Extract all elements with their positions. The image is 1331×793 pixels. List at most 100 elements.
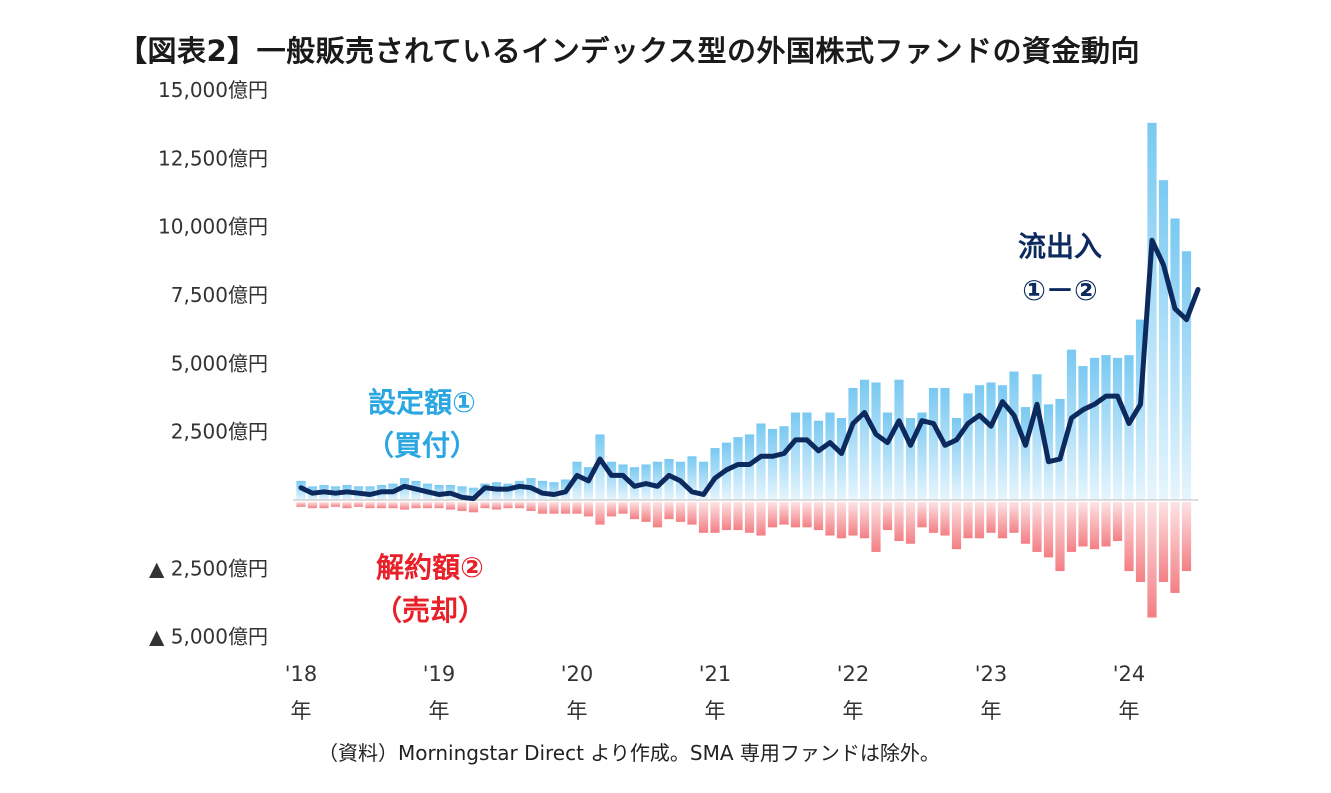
subscription-bar bbox=[779, 426, 789, 500]
redemption-bar bbox=[871, 502, 881, 552]
redemption-bar bbox=[296, 502, 306, 507]
subscription-bar bbox=[871, 382, 881, 500]
x-tick-unit: 年 bbox=[981, 699, 1002, 723]
subscription-bar bbox=[1055, 398, 1065, 500]
redemption-sublabel: （売却） bbox=[374, 594, 486, 627]
redemption-bar bbox=[583, 502, 594, 517]
redemption-bar bbox=[399, 502, 410, 510]
source-note: （資料）Morningstar Direct より作成。SMA 専用ファンドは除… bbox=[318, 741, 940, 765]
subscription-label: 設定額① bbox=[368, 386, 476, 419]
redemption-bar bbox=[376, 502, 387, 509]
redemption-bar bbox=[1009, 502, 1019, 533]
redemption-bar bbox=[767, 502, 778, 528]
redemption-bar bbox=[480, 502, 490, 509]
y-tick-label: 15,000億円 bbox=[158, 78, 268, 102]
subscription-bar bbox=[825, 412, 835, 500]
redemption-bar bbox=[445, 502, 456, 510]
redemption-bar bbox=[894, 502, 904, 541]
subscription-bar bbox=[606, 461, 617, 500]
x-tick-year: '20 bbox=[561, 662, 594, 686]
redemption-bar bbox=[330, 502, 341, 507]
redemption-bar bbox=[434, 502, 444, 509]
redemption-bar bbox=[917, 502, 927, 528]
y-axis-ticks: 15,000億円 12,500億円 10,000億円 7,500億円 5,000億円 2,… bbox=[149, 78, 268, 649]
subscription-bar bbox=[457, 486, 467, 500]
y-tick-label: 2,500億円 bbox=[171, 420, 268, 444]
redemption-bar bbox=[1135, 502, 1146, 582]
redemption-bar bbox=[629, 502, 640, 520]
subscription-bar bbox=[790, 412, 801, 500]
subscription-bar bbox=[1112, 357, 1123, 500]
subscription-bar bbox=[986, 382, 996, 500]
redemption-bar bbox=[388, 502, 398, 509]
subscription-bar bbox=[905, 418, 916, 500]
subscription-bar bbox=[744, 434, 755, 500]
subscription-bar bbox=[848, 387, 858, 500]
subscription-bar bbox=[1158, 180, 1169, 500]
subscription-bar bbox=[664, 459, 674, 500]
subscription-bar bbox=[1135, 319, 1146, 500]
subscription-bar bbox=[733, 437, 743, 500]
redemption-bar bbox=[997, 502, 1008, 539]
subscription-bar bbox=[1078, 366, 1088, 500]
subscription-bar bbox=[652, 461, 663, 500]
redemption-bar bbox=[1112, 502, 1123, 541]
redemption-bar bbox=[721, 502, 732, 531]
redemption-bar bbox=[848, 502, 858, 536]
redemption-bar bbox=[882, 502, 893, 531]
x-tick-year: '22 bbox=[837, 662, 870, 686]
redemption-bar bbox=[905, 502, 916, 544]
net-flow-sublabel: ①－② bbox=[1022, 274, 1097, 307]
redemption-bar bbox=[503, 502, 513, 509]
net-flow-label: 流出入 bbox=[1018, 230, 1102, 263]
redemption-bar bbox=[756, 502, 766, 536]
x-tick-unit: 年 bbox=[843, 699, 864, 723]
subscription-bar bbox=[1032, 374, 1042, 500]
redemption-bar bbox=[664, 502, 674, 520]
subscription-bar bbox=[1147, 122, 1157, 501]
subscription-bar bbox=[687, 456, 697, 500]
redemption-bar bbox=[1181, 502, 1192, 572]
redemption-bar bbox=[641, 502, 651, 522]
subscription-bar bbox=[767, 428, 778, 500]
subscription-bar bbox=[572, 461, 582, 500]
redemption-bar bbox=[733, 502, 743, 531]
redemption-bar bbox=[514, 502, 525, 509]
redemption-bar bbox=[974, 502, 985, 539]
redemption-bar bbox=[549, 502, 559, 514]
subscription-bar bbox=[997, 385, 1008, 500]
y-tick-label: ▲ 5,000億円 bbox=[149, 625, 268, 649]
net-flow-line bbox=[298, 237, 1201, 502]
redemption-bar bbox=[468, 502, 479, 513]
subscription-bar bbox=[1101, 355, 1111, 500]
redemption-bar bbox=[1078, 502, 1088, 547]
x-tick-year: '21 bbox=[699, 662, 732, 686]
redemption-bar bbox=[618, 502, 628, 514]
redemption-bar bbox=[687, 502, 697, 525]
redemption-bar bbox=[859, 502, 870, 539]
y-tick-label: ▲ 2,500億円 bbox=[149, 556, 268, 580]
redemption-bar bbox=[307, 502, 318, 509]
redemption-bar bbox=[1089, 502, 1100, 550]
redemption-bars bbox=[296, 502, 1192, 618]
redemption-bar bbox=[365, 502, 375, 509]
redemption-bar bbox=[457, 502, 467, 511]
subscription-bar bbox=[859, 379, 870, 500]
chart-title: 【図表2】一般販売されているインデックス型の外国株式ファンドの資金動向 bbox=[118, 34, 1140, 68]
subscription-bar bbox=[698, 461, 709, 500]
redemption-label: 解約額② bbox=[376, 551, 484, 584]
redemption-bar bbox=[825, 502, 835, 536]
subscription-bar bbox=[1009, 371, 1019, 500]
redemption-bar bbox=[813, 502, 824, 531]
x-tick-unit: 年 bbox=[567, 699, 588, 723]
subscription-bar bbox=[549, 482, 559, 500]
redemption-bar bbox=[595, 502, 605, 525]
redemption-bar bbox=[319, 502, 329, 509]
x-tick-unit: 年 bbox=[429, 699, 450, 723]
redemption-bar bbox=[790, 502, 801, 528]
subscription-bar bbox=[468, 487, 479, 500]
redemption-bar bbox=[1170, 502, 1180, 593]
subscription-bar bbox=[1089, 357, 1100, 500]
subscription-bar bbox=[1020, 407, 1031, 500]
subscription-bar bbox=[802, 412, 812, 500]
